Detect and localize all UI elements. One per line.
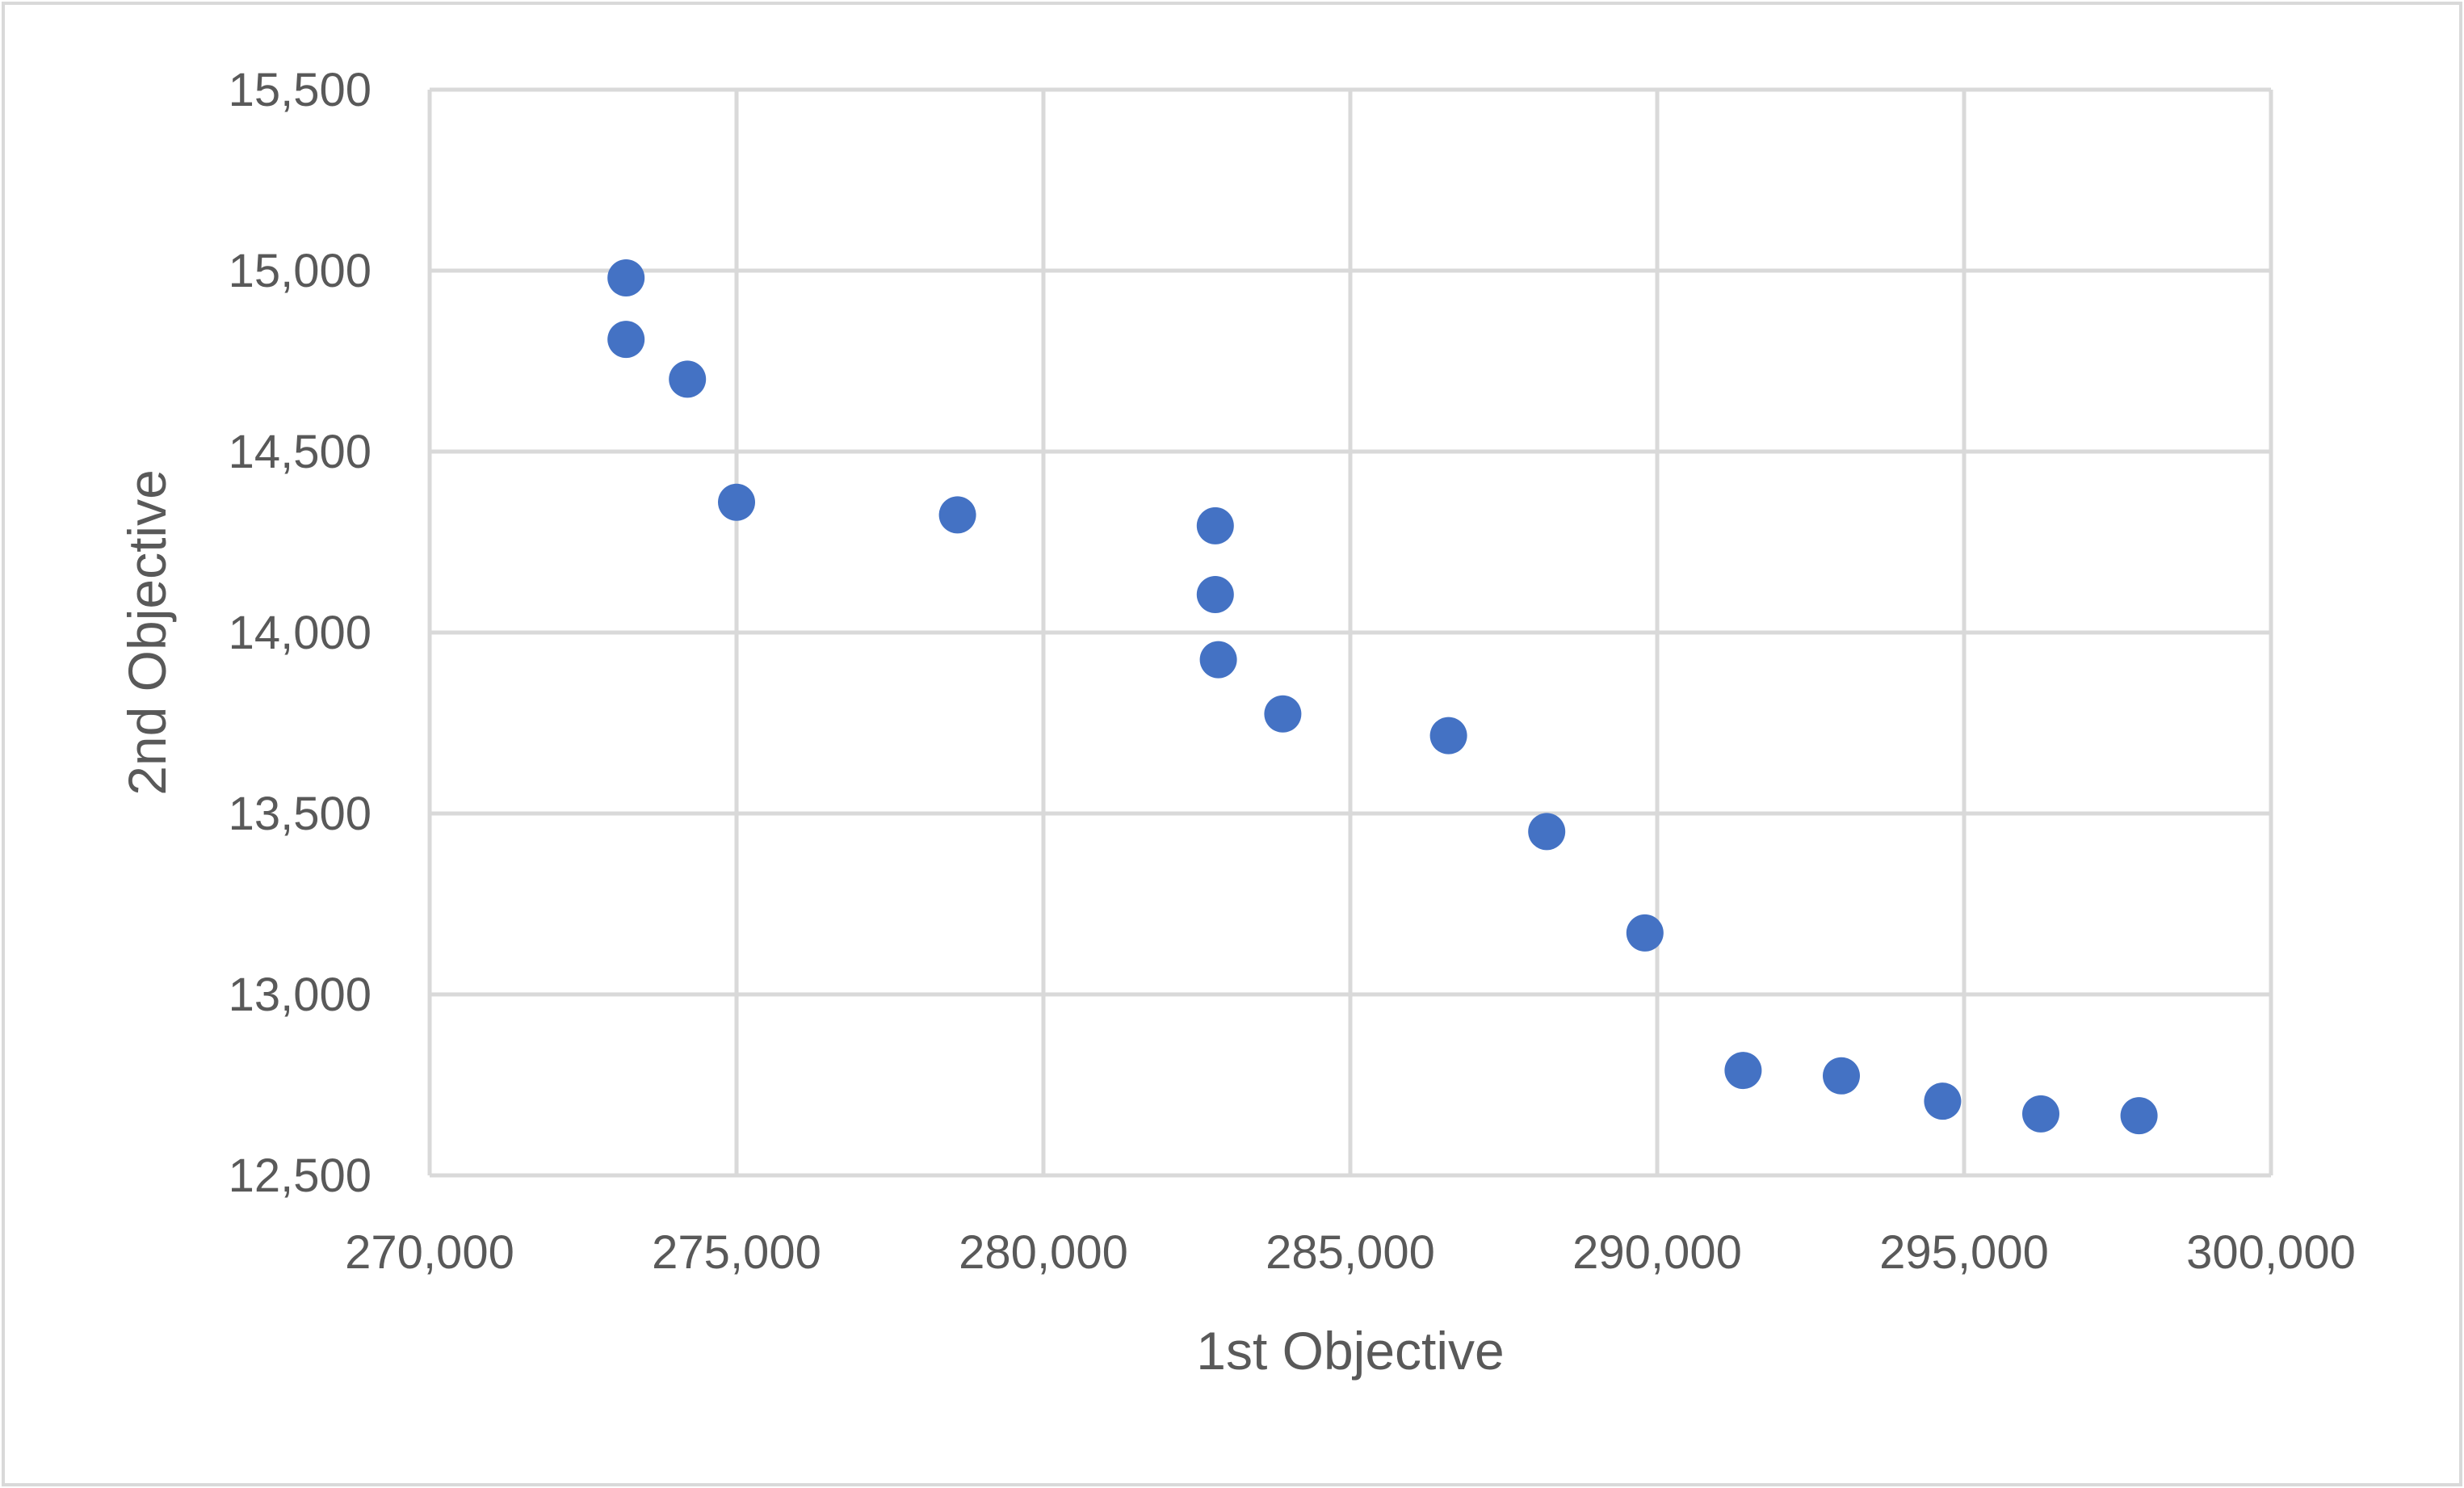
data-points	[607, 259, 2158, 1135]
data-point	[1724, 1052, 1762, 1090]
x-tick-label: 275,000	[652, 1226, 821, 1279]
y-tick-label: 12,500	[229, 1150, 371, 1202]
x-tick-label: 270,000	[345, 1226, 514, 1279]
data-point	[607, 259, 645, 296]
data-point	[1823, 1057, 1860, 1095]
data-point	[669, 360, 707, 398]
data-point	[1196, 507, 1234, 544]
gridlines	[427, 87, 2273, 1178]
y-tick-label: 15,000	[229, 245, 371, 297]
y-tick-label: 14,000	[229, 607, 371, 659]
data-point	[1196, 575, 1234, 613]
data-point	[1199, 641, 1237, 679]
data-point	[938, 496, 976, 534]
data-point	[2022, 1095, 2059, 1133]
data-point	[1528, 813, 1566, 851]
data-point	[2120, 1097, 2158, 1135]
data-point	[607, 321, 645, 359]
y-tick-label: 15,500	[229, 64, 371, 116]
y-axis-title: 2nd Objective	[117, 469, 177, 796]
x-tick-label: 295,000	[1879, 1226, 2049, 1279]
y-tick-label: 14,500	[229, 426, 371, 478]
y-tick-label: 13,500	[229, 788, 371, 840]
data-point	[1626, 914, 1664, 952]
y-tick-label: 13,000	[229, 969, 371, 1021]
tick-labels: 270,000 275,000 280,000 285,000 290,000 295,0…	[229, 64, 2356, 1279]
x-tick-label: 285,000	[1266, 1226, 1435, 1279]
x-tick-label: 300,000	[2186, 1226, 2356, 1279]
x-tick-label: 290,000	[1572, 1226, 1742, 1279]
data-point	[1924, 1082, 1962, 1120]
data-point	[1264, 695, 1302, 733]
data-point	[718, 483, 755, 521]
x-tick-label: 280,000	[959, 1226, 1128, 1279]
data-point	[1429, 717, 1467, 755]
x-axis-title: 1st Objective	[1196, 1321, 1505, 1381]
